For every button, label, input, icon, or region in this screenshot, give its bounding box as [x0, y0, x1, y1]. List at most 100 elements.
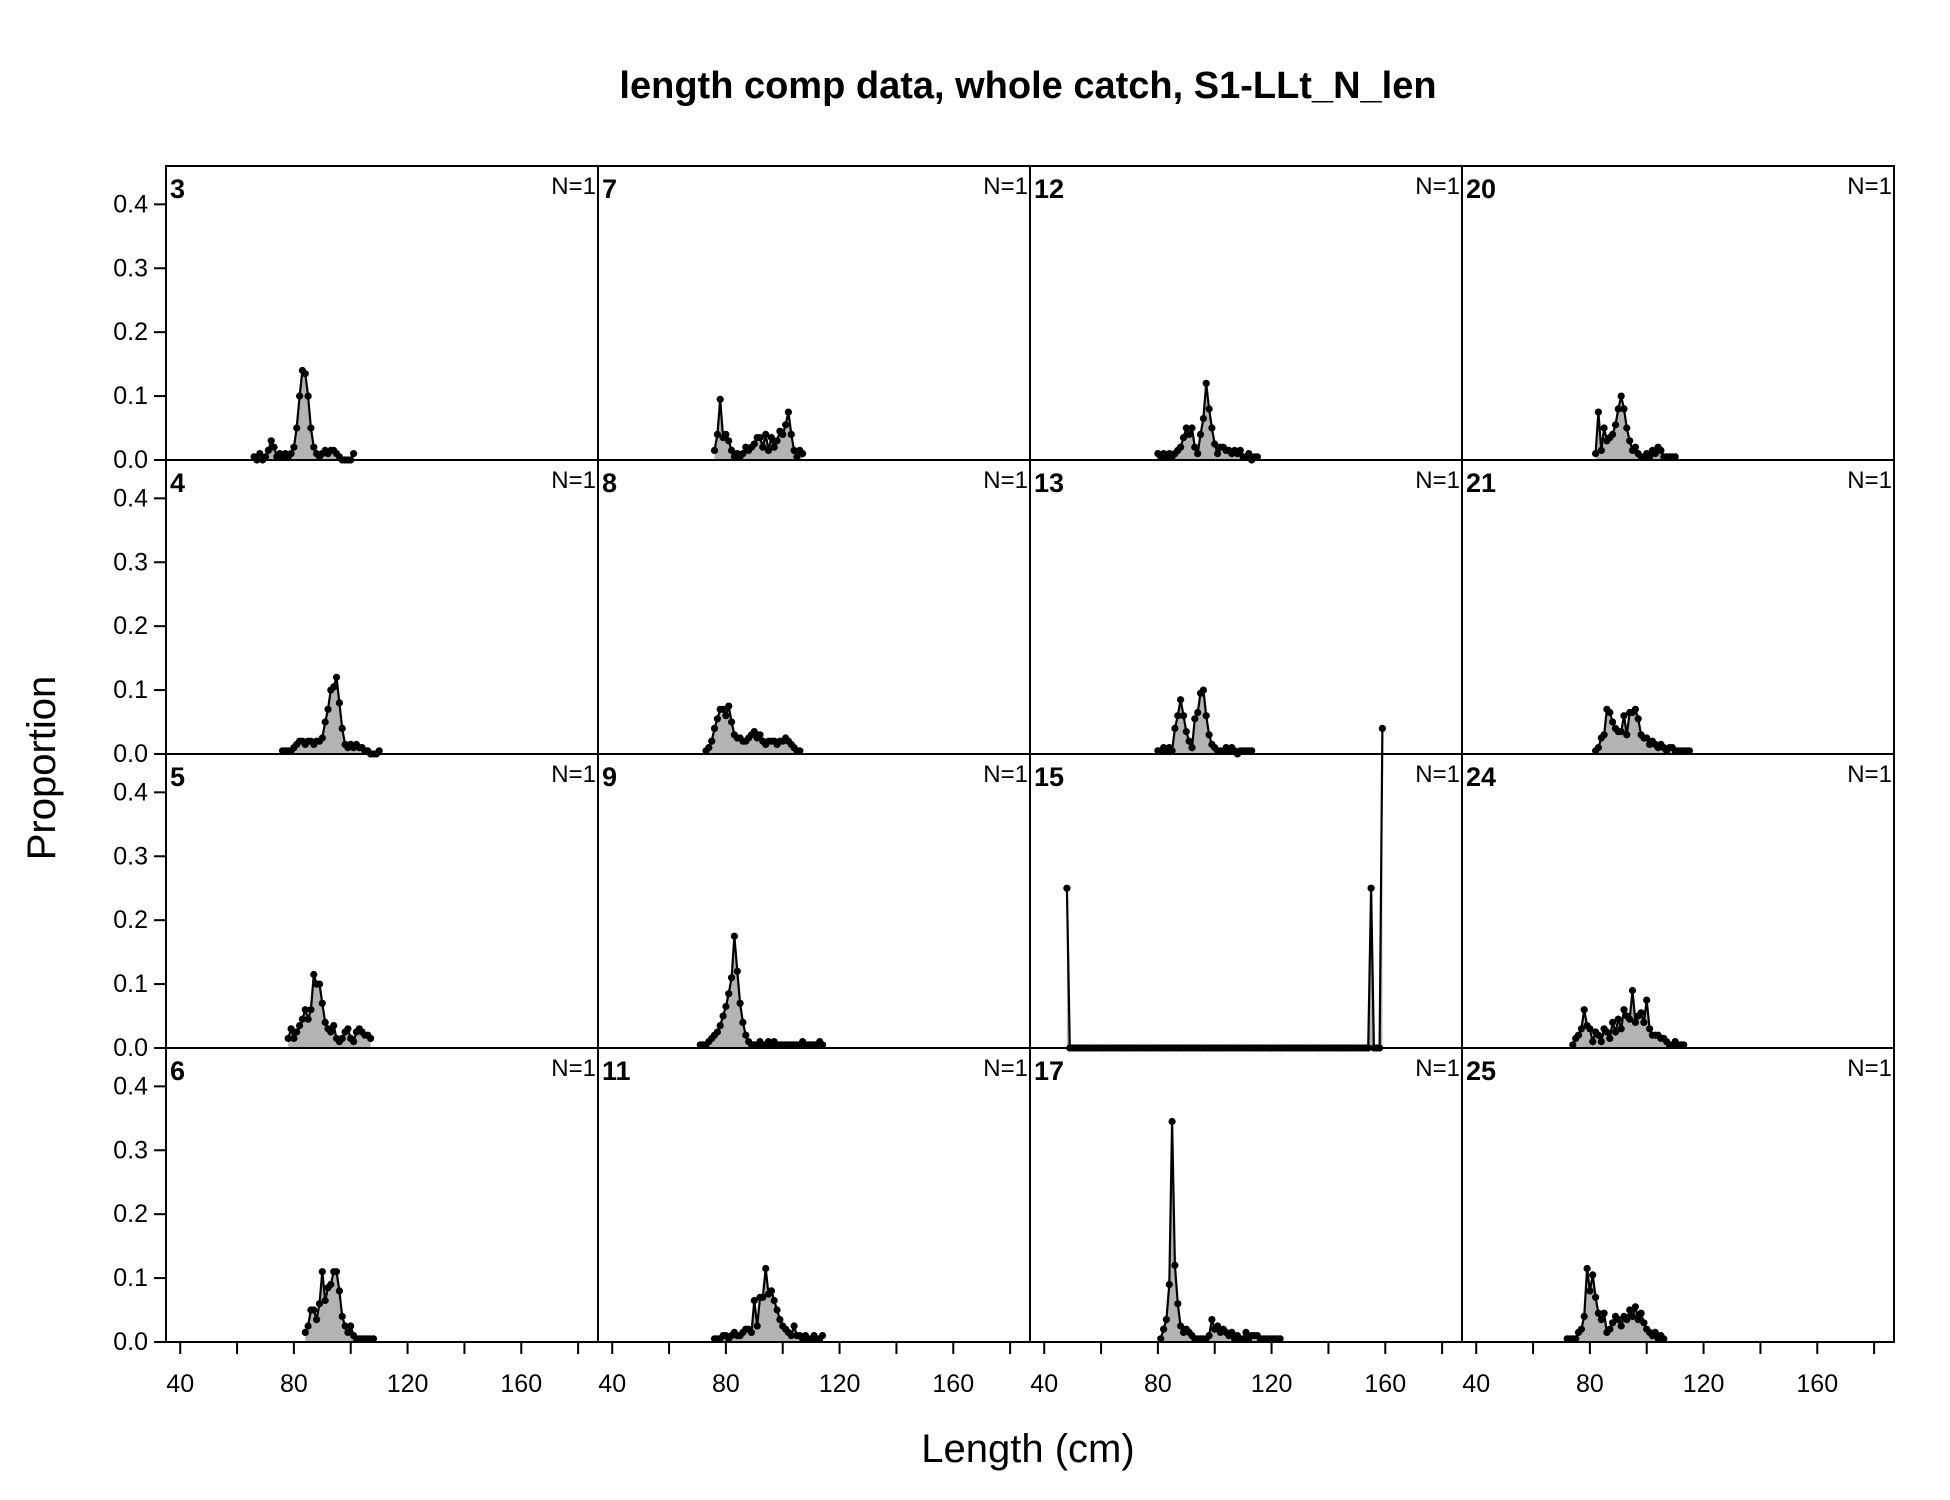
data-point	[759, 1293, 767, 1301]
data-point	[739, 450, 747, 458]
data-point	[1367, 884, 1375, 892]
data-point	[818, 1041, 827, 1049]
data-point	[1171, 724, 1179, 733]
chart-axes: 0.0 0.1 0.2 0.3 0.4 0.0 0.1 0.2 0.3 0.4 0.0 0.1 0.2 0…	[113, 190, 1876, 1398]
panel-n-label: N=1	[551, 1055, 596, 1082]
data-point	[1594, 408, 1602, 416]
data-point	[261, 453, 270, 461]
data-point	[736, 999, 744, 1007]
chart-panels: 3 N=1 7 N=1 12 N=1 20 N=14 N=1 8 N=1 13 N=1 21 N=15 N=1…	[165, 165, 1895, 1343]
data-point	[747, 1328, 756, 1336]
panel-n-label: N=1	[983, 761, 1028, 788]
y-tick-label: 0.3	[113, 1136, 148, 1164]
data-point	[713, 430, 722, 438]
data-point	[1160, 1325, 1168, 1333]
panel-label: 5	[170, 762, 185, 792]
data-point	[321, 1018, 329, 1026]
data-point	[1660, 1335, 1668, 1343]
data-point	[1586, 1025, 1594, 1033]
data-point	[1634, 715, 1642, 723]
data-point	[367, 1034, 375, 1042]
data-point	[722, 430, 730, 438]
data-point	[1611, 1028, 1620, 1036]
panel-label: 7	[602, 174, 617, 204]
data-point	[338, 1034, 346, 1042]
data-point	[310, 443, 318, 451]
data-point	[799, 450, 807, 458]
data-point	[722, 1002, 730, 1011]
data-point	[1171, 1261, 1179, 1269]
data-point	[1188, 424, 1196, 432]
data-point	[1586, 1287, 1594, 1295]
data-point	[318, 734, 326, 742]
data-point	[1580, 1312, 1588, 1320]
x-tick-label: 40	[1462, 1370, 1490, 1398]
data-point	[318, 999, 326, 1007]
x-tick-label: 80	[280, 1370, 308, 1398]
data-point	[1617, 392, 1625, 400]
data-point	[776, 1316, 784, 1324]
panel-label: 15	[1034, 762, 1064, 792]
panel-n-label: N=1	[983, 1055, 1028, 1082]
data-point	[733, 967, 741, 975]
y-tick-label: 0.2	[113, 318, 148, 346]
data-point	[1640, 1319, 1648, 1327]
y-tick-label: 0.0	[113, 740, 148, 768]
data-point	[264, 446, 272, 454]
data-point	[1174, 1300, 1182, 1308]
data-point	[287, 1025, 295, 1033]
data-point	[1174, 712, 1182, 720]
data-point	[1162, 1316, 1170, 1324]
data-point	[298, 1015, 306, 1023]
data-point	[1208, 424, 1216, 432]
data-point	[335, 699, 343, 707]
data-point	[1182, 728, 1190, 736]
data-point	[324, 705, 332, 713]
data-point	[725, 437, 733, 445]
data-point	[730, 932, 739, 940]
data-point	[327, 1280, 335, 1289]
data-point	[1185, 430, 1193, 438]
panel-n-label: N=1	[1415, 467, 1460, 494]
data-point	[1637, 1009, 1645, 1017]
data-point	[1196, 430, 1205, 438]
data-point	[270, 443, 278, 451]
data-point	[1208, 1316, 1216, 1324]
area-fill-3	[254, 370, 354, 460]
area-fill-20	[1595, 396, 1676, 460]
area-fill-21	[1595, 709, 1690, 754]
panel-n-label: N=1	[1415, 173, 1460, 200]
y-tick-label: 0.1	[113, 676, 148, 704]
data-point	[1603, 1028, 1611, 1036]
data-point	[1606, 1034, 1614, 1042]
y-axis-label: Proportion	[20, 676, 64, 861]
data-point	[344, 1025, 352, 1033]
data-point	[310, 970, 318, 979]
data-point	[315, 1300, 324, 1308]
area-fill-17	[1160, 1121, 1281, 1342]
data-point	[1651, 450, 1659, 458]
panel-frame	[1461, 1047, 1895, 1343]
x-tick-label: 160	[500, 1370, 542, 1398]
data-point	[1634, 1316, 1642, 1324]
data-point	[708, 737, 716, 745]
data-point	[1577, 1025, 1585, 1033]
data-point	[1623, 1316, 1631, 1324]
data-point	[793, 453, 801, 461]
data-point	[1194, 450, 1202, 458]
data-point	[1202, 379, 1210, 387]
x-tick-label: 120	[1251, 1370, 1293, 1398]
area-fill-6	[305, 1271, 374, 1342]
data-point	[338, 724, 346, 733]
data-point	[719, 705, 727, 713]
panel-n-label: N=1	[1415, 761, 1460, 788]
data-point	[310, 1306, 318, 1314]
data-point	[1276, 1335, 1284, 1343]
x-tick-label: 120	[387, 1370, 429, 1398]
data-point	[1583, 1264, 1591, 1273]
panel-n-label: N=1	[551, 173, 596, 200]
data-point	[1640, 1018, 1648, 1026]
data-point	[304, 1322, 312, 1330]
y-tick-label: 0.3	[113, 842, 148, 870]
